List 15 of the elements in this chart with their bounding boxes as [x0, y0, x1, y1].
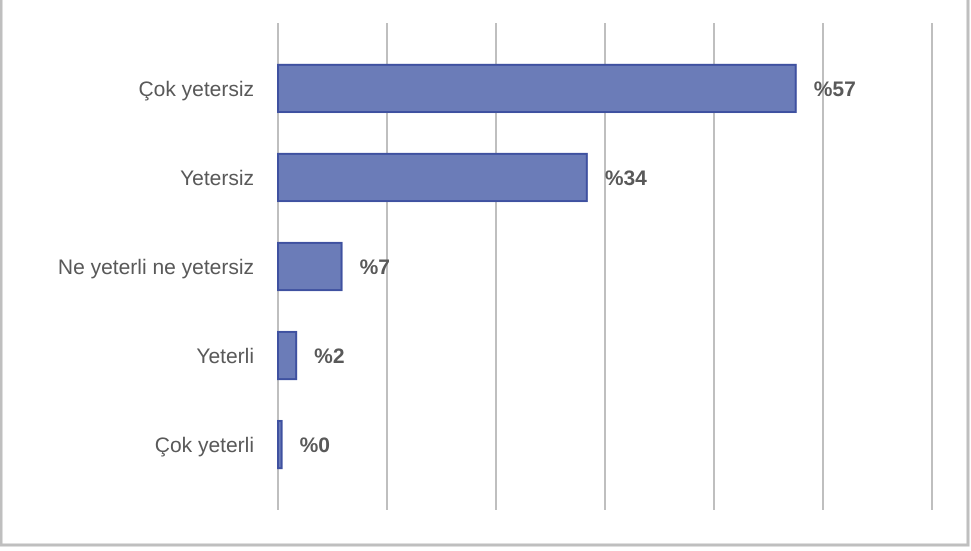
bar [277, 242, 343, 292]
y-tick-label: Çok yeterli [154, 434, 254, 457]
data-label: %57 [814, 78, 856, 101]
bar [277, 420, 283, 470]
data-label: %0 [300, 434, 330, 457]
data-label: %7 [360, 256, 390, 279]
y-tick-label: Yeterli [196, 344, 254, 368]
data-label: %2 [314, 344, 345, 368]
y-tick-label: Ne yeterli ne yetersiz [58, 256, 254, 279]
bar [277, 64, 797, 114]
bar [277, 330, 298, 380]
data-label: %34 [604, 166, 648, 190]
y-tick-label: Yetersiz [180, 166, 254, 190]
y-tick-label: Çok yetersiz [138, 78, 254, 101]
bar [277, 152, 588, 202]
